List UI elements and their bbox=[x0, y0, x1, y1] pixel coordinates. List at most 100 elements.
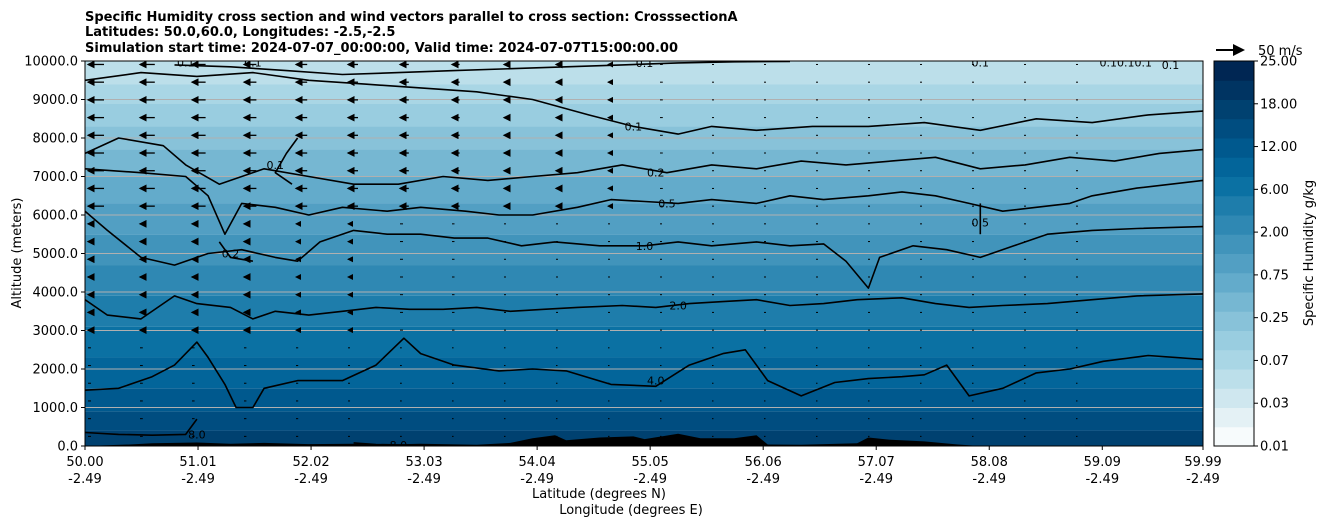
contour-line bbox=[85, 137, 1203, 185]
title-line-3: Simulation start time: 2024-07-07_00:00:… bbox=[85, 41, 678, 56]
y-tick-label: 9000.0 bbox=[33, 93, 79, 108]
humidity-band bbox=[85, 203, 1203, 235]
humidity-band bbox=[85, 61, 1203, 85]
x-tick-label-lat: 59.09 bbox=[1084, 455, 1121, 470]
contour-label: 0.1 bbox=[267, 159, 285, 172]
colorbar: 0.01 0.03 0.07 0.25 0.75 2.00 6.00 12.00 18.00 25… bbox=[1213, 55, 1297, 455]
humidity-band bbox=[85, 388, 1203, 412]
y-tick-label: 4000.0 bbox=[33, 286, 79, 301]
quiver-key: 50 m/s bbox=[1216, 44, 1303, 59]
wind-vectors bbox=[86, 61, 1078, 437]
colorbar-swatch bbox=[1214, 215, 1254, 235]
contour-label: 0.5 bbox=[972, 217, 990, 230]
x-tick-label-lon: -2.49 bbox=[746, 472, 780, 487]
contour-label: 4.0 bbox=[647, 375, 665, 388]
title-line-1: Specific Humidity cross section and wind… bbox=[85, 10, 738, 25]
humidity-band bbox=[85, 265, 1203, 296]
colorbar-tick-label: 25.00 bbox=[1260, 55, 1297, 70]
humidity-band bbox=[85, 357, 1203, 389]
y-tick-label: 3000.0 bbox=[33, 324, 79, 339]
contour-label: 0.1 bbox=[972, 57, 990, 70]
contour-label: 8.0 bbox=[390, 439, 408, 452]
x-axis: 50.00 -2.49 51.01 -2.49 52.02 -2.49 53.03 -2.49… bbox=[66, 446, 1222, 487]
colorbar-swatch bbox=[1214, 253, 1254, 274]
chart-title: Specific Humidity cross section and wind… bbox=[85, 10, 738, 56]
title-line-2: Latitudes: 50.0,60.0, Longitudes: -2.5,-… bbox=[85, 25, 395, 40]
x-tick-label-lat: 51.01 bbox=[179, 455, 216, 470]
y-axis-label: Altitude (meters) bbox=[10, 198, 25, 309]
colorbar-swatch bbox=[1214, 80, 1254, 100]
colorbar-swatch bbox=[1214, 407, 1254, 428]
colorbar-swatch bbox=[1214, 99, 1254, 120]
colorbar-frame bbox=[1213, 60, 1255, 447]
x-tick-label-lon: -2.49 bbox=[1186, 472, 1220, 487]
x-tick-label-lat: 57.07 bbox=[858, 455, 895, 470]
colorbar-tick-label: 0.03 bbox=[1260, 397, 1289, 412]
humidity-band bbox=[85, 326, 1203, 358]
colorbar-swatch bbox=[1214, 61, 1254, 81]
contour-label: 1.0 bbox=[636, 240, 654, 253]
colorbar-swatch bbox=[1214, 388, 1254, 408]
colorbar-swatch bbox=[1214, 138, 1254, 158]
contour-label: 8.0 bbox=[188, 428, 206, 441]
x-tick-label-lat: 56.06 bbox=[745, 455, 782, 470]
colorbar-tick-label: 0.01 bbox=[1260, 440, 1289, 455]
colorbar-swatch bbox=[1214, 118, 1254, 139]
x-tick-label-lon: -2.49 bbox=[1085, 472, 1119, 487]
contour-labels: 8.08.04.02.01.00.50.20.10.10.10.20.50.1 0… bbox=[177, 57, 1180, 452]
contour-line bbox=[85, 210, 1203, 289]
colorbar-label: Specific Humidity g/kg bbox=[1302, 180, 1317, 326]
colorbar-tick-label: 2.00 bbox=[1260, 226, 1289, 241]
contour-label: 0.1 bbox=[1162, 59, 1180, 72]
contour-line bbox=[274, 137, 299, 185]
y-tick-label: 8000.0 bbox=[33, 132, 79, 147]
humidity-band bbox=[85, 176, 1203, 204]
y-tick-label: 6000.0 bbox=[33, 209, 79, 224]
y-tick-label: 10000.0 bbox=[24, 55, 78, 70]
x-tick-label-lon: -2.49 bbox=[294, 472, 328, 487]
x-tick-label-lat: 54.04 bbox=[519, 455, 556, 470]
colorbar-tick-label: 18.00 bbox=[1260, 97, 1297, 112]
colorbar-swatch bbox=[1214, 330, 1254, 351]
x-tick-label-lat: 50.00 bbox=[66, 455, 103, 470]
y-axis: 0.0 1000.0 2000.0 3000.0 4000.0 5000.0 6000.0 7… bbox=[24, 55, 85, 455]
x-axis-label-lon: Longitude (degrees E) bbox=[559, 503, 703, 518]
contour-label: 0.1 bbox=[636, 57, 654, 70]
colorbar-swatch bbox=[1214, 369, 1254, 389]
contour-label: 2.0 bbox=[669, 299, 687, 312]
contour-line bbox=[85, 71, 1203, 135]
colorbar-tick-label: 6.00 bbox=[1260, 183, 1289, 198]
contour-label: 0.1 bbox=[625, 120, 643, 133]
colorbar-swatch bbox=[1214, 272, 1254, 293]
terrain-fill bbox=[85, 433, 1203, 446]
contour-line bbox=[353, 442, 410, 446]
contour-label: 0.5 bbox=[658, 197, 676, 210]
humidity-band bbox=[85, 149, 1203, 177]
colorbar-swatch bbox=[1214, 426, 1254, 447]
colorbar-tick-label: 12.00 bbox=[1260, 140, 1297, 155]
colorbar-swatch bbox=[1214, 349, 1254, 370]
x-tick-label-lon: -2.49 bbox=[68, 472, 102, 487]
colorbar-tick-label: 0.07 bbox=[1260, 354, 1289, 369]
colorbar-swatch bbox=[1214, 311, 1254, 331]
humidity-band bbox=[85, 234, 1203, 266]
contour-label: 0.1 bbox=[177, 57, 195, 70]
y-tick-label: 1000.0 bbox=[33, 401, 79, 416]
y-tick-label: 5000.0 bbox=[33, 247, 79, 262]
quiver-key-label: 50 m/s bbox=[1258, 44, 1303, 59]
x-tick-label-lon: -2.49 bbox=[859, 472, 893, 487]
contour-label: 0.10.10.1 bbox=[1100, 57, 1152, 70]
contour-label: 0.1 bbox=[244, 57, 262, 70]
x-tick-label-lon: -2.49 bbox=[181, 472, 215, 487]
terrain bbox=[85, 433, 1203, 446]
humidity-band bbox=[85, 295, 1203, 327]
humidity-bands bbox=[85, 61, 1203, 446]
plot-area: 8.08.04.02.01.00.50.20.10.10.10.20.50.1 0… bbox=[85, 57, 1203, 452]
contour-line bbox=[85, 337, 1203, 409]
x-tick-label-lat: 55.05 bbox=[632, 455, 669, 470]
y-tick-label: 2000.0 bbox=[33, 363, 79, 378]
x-tick-label-lat: 59.99 bbox=[1184, 455, 1221, 470]
colorbar-tick-label: 0.25 bbox=[1260, 311, 1289, 326]
x-axis-label-lat: Latitude (degrees N) bbox=[532, 487, 666, 502]
